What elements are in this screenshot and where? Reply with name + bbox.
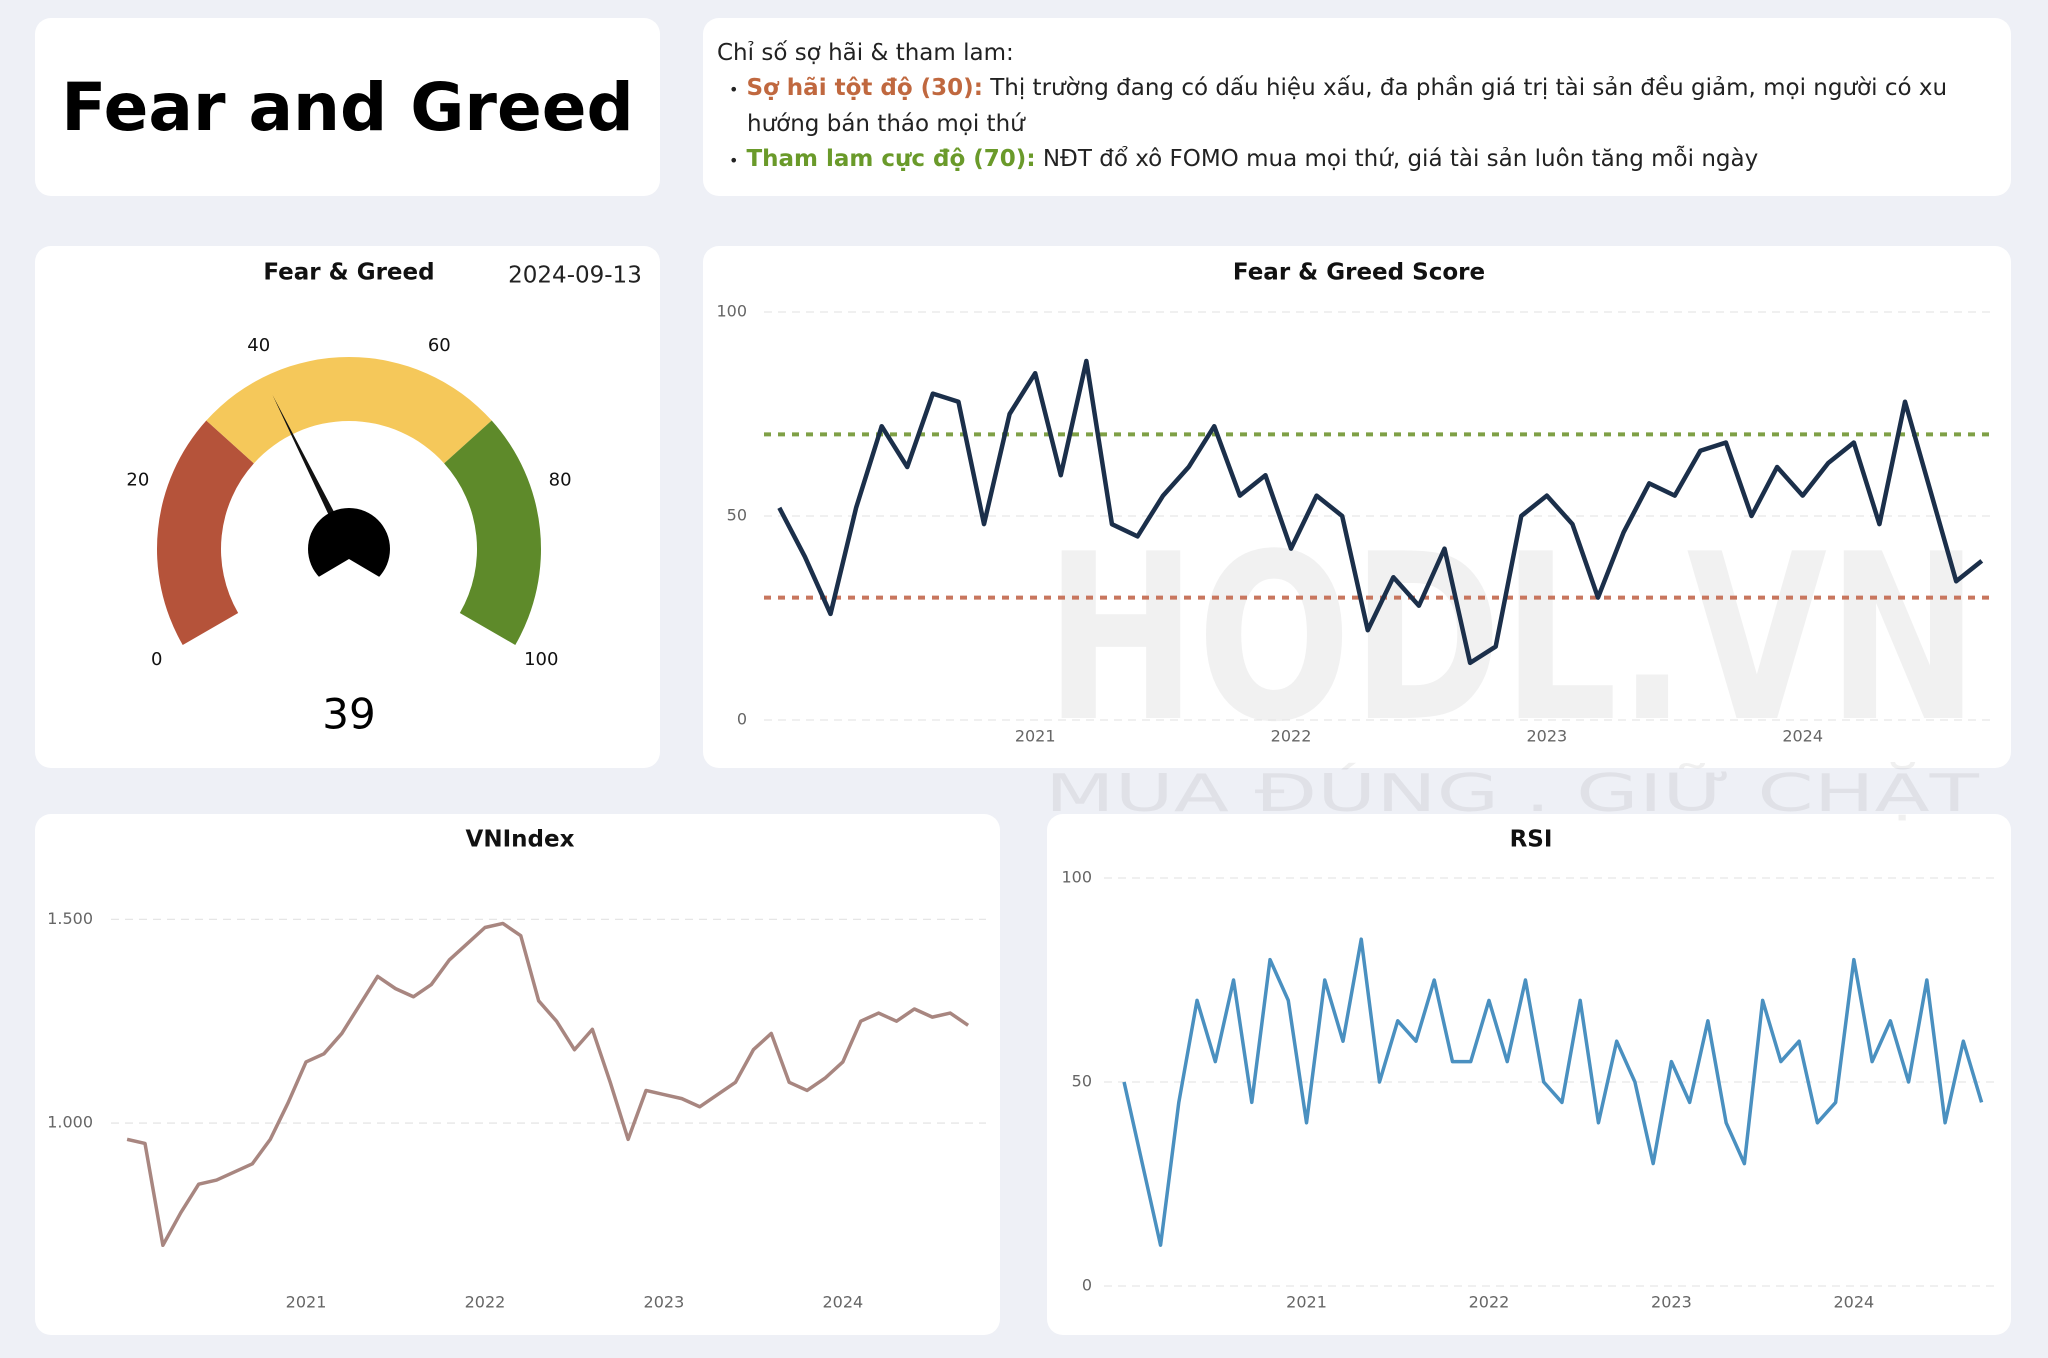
gauge-tick-label: 100 — [524, 649, 558, 670]
rsi-card — [1047, 814, 2011, 1335]
x-tick-label: 2024 — [1782, 727, 1823, 746]
definition-list: Sợ hãi tột độ (30): Thị trường đang có d… — [717, 71, 1991, 178]
y-tick-label: 1.000 — [47, 1113, 93, 1132]
y-tick-label: 50 — [1072, 1072, 1092, 1091]
title-card: Fear and Greed — [35, 18, 660, 196]
gauge-hub-notch — [305, 559, 393, 599]
x-tick-label: 2024 — [1834, 1293, 1875, 1312]
chart-title: Fear & Greed — [263, 260, 434, 286]
x-tick-label: 2021 — [1015, 727, 1056, 746]
description-card: Chỉ số sợ hãi & tham lam: Sợ hãi tột độ … — [703, 18, 2011, 196]
y-tick-label: 0 — [737, 710, 747, 729]
x-tick-label: 2023 — [1651, 1293, 1692, 1312]
gauge-band — [156, 420, 254, 645]
x-tick-label: 2023 — [1526, 727, 1567, 746]
y-tick-label: 1.500 — [47, 909, 93, 928]
definition-term: Sợ hãi tột độ (30): — [746, 75, 983, 101]
gauge-hub — [308, 508, 390, 590]
series-line — [126, 921, 970, 1248]
gauge-tick-label: 20 — [126, 469, 149, 490]
x-tick-label: 2021 — [286, 1293, 327, 1312]
definition: Sợ hãi tột độ (30): Thị trường đang có d… — [746, 71, 1991, 142]
chart-date: 2024-09-13 — [508, 263, 642, 289]
gauge-band — [444, 420, 541, 645]
gauge-tick-label: 0 — [151, 649, 162, 670]
series-line — [777, 358, 1984, 666]
x-tick-label: 2022 — [1271, 727, 1312, 746]
y-tick-label: 50 — [727, 506, 747, 525]
definition-term: Tham lam cực độ (70): — [746, 146, 1036, 172]
page-title: Fear and Greed — [61, 68, 634, 146]
definition-text: Thị trường đang có dấu hiệu xấu, đa phần… — [747, 75, 1948, 137]
gauge-value: 39 — [322, 690, 375, 739]
score-card — [703, 246, 2011, 768]
chart-title: RSI — [1510, 827, 1553, 853]
gauge-tick-label: 80 — [549, 469, 572, 490]
x-tick-label: 2023 — [644, 1293, 685, 1312]
vnindex-card — [35, 814, 1000, 1335]
x-tick-label: 2021 — [1286, 1293, 1327, 1312]
x-tick-label: 2022 — [1469, 1293, 1510, 1312]
definition-text: NĐT đổ xô FOMO mua mọi thứ, giá tài sản … — [1042, 146, 1759, 172]
intro: Chỉ số sợ hãi & tham lam: — [717, 40, 1014, 66]
gauge-tick-label: 40 — [247, 335, 270, 356]
y-tick-label: 0 — [1082, 1276, 1092, 1295]
chart-title: VNIndex — [466, 827, 575, 853]
chart-title: Fear & Greed Score — [1233, 260, 1485, 286]
gauge-tick-label: 60 — [428, 335, 451, 356]
series-line — [1122, 937, 1984, 1247]
y-tick-label: 100 — [1061, 868, 1092, 887]
x-tick-label: 2022 — [465, 1293, 506, 1312]
x-tick-label: 2024 — [822, 1293, 863, 1312]
y-tick-label: 100 — [716, 302, 747, 321]
definition: Tham lam cực độ (70): NĐT đổ xô FOMO mua… — [746, 142, 1991, 178]
gauge-band — [206, 356, 492, 464]
watermark-brand: HODL.VN — [1045, 506, 1979, 773]
watermark-slogan: MUA ĐÚNG . GIỮ CHẶT — [1045, 762, 1979, 824]
